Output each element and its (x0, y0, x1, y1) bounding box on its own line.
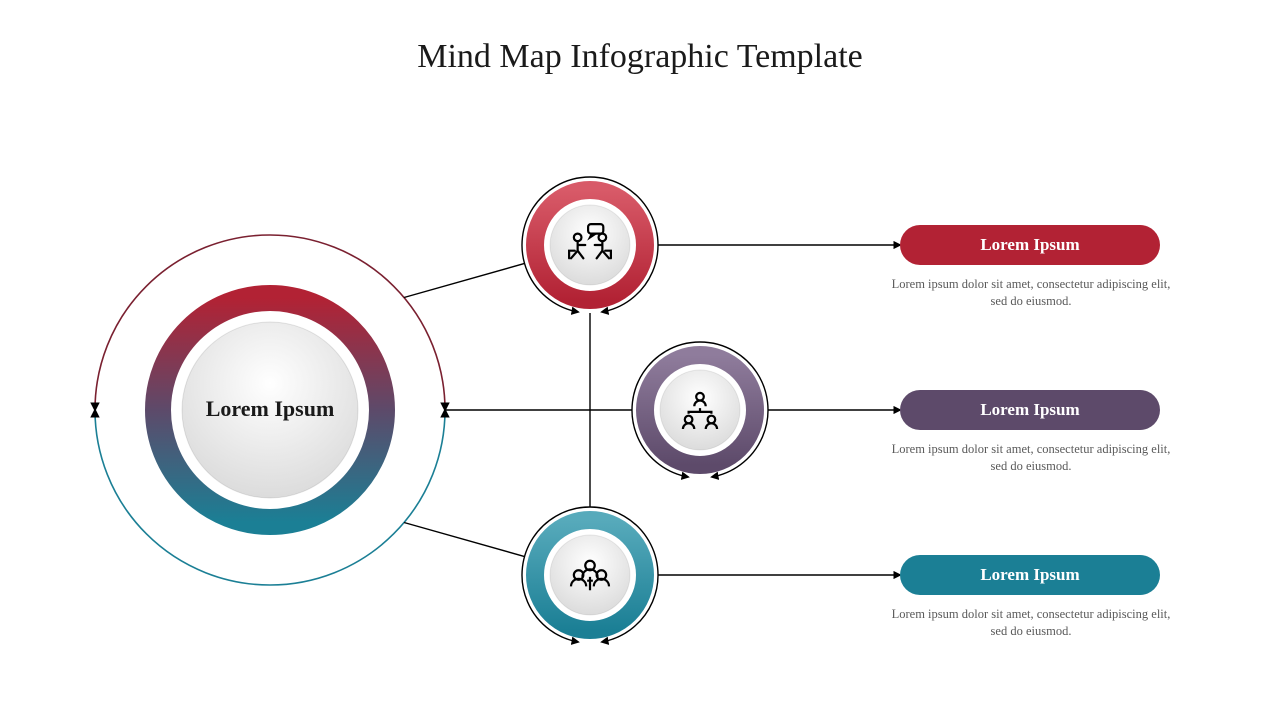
pill-desc-org: Lorem ipsum dolor sit amet, consectetur … (886, 441, 1176, 475)
hub-connector-meeting (404, 263, 525, 297)
hub-connector-team (404, 522, 525, 556)
branch-inner-meeting (550, 205, 630, 285)
pill-label-meeting: Lorem Ipsum (980, 235, 1079, 255)
pill-label-org: Lorem Ipsum (980, 400, 1079, 420)
pill-team: Lorem Ipsum (900, 555, 1160, 595)
hub-label: Lorem Ipsum (170, 396, 370, 422)
pill-label-team: Lorem Ipsum (980, 565, 1079, 585)
branch-inner-team (550, 535, 630, 615)
pill-org: Lorem Ipsum (900, 390, 1160, 430)
pill-desc-meeting: Lorem ipsum dolor sit amet, consectetur … (886, 276, 1176, 310)
slide-root: { "canvas": { "width": 1280, "height": 7… (0, 0, 1280, 720)
pill-meeting: Lorem Ipsum (900, 225, 1160, 265)
hub-label-text: Lorem Ipsum (206, 396, 335, 421)
pill-desc-team: Lorem ipsum dolor sit amet, consectetur … (886, 606, 1176, 640)
